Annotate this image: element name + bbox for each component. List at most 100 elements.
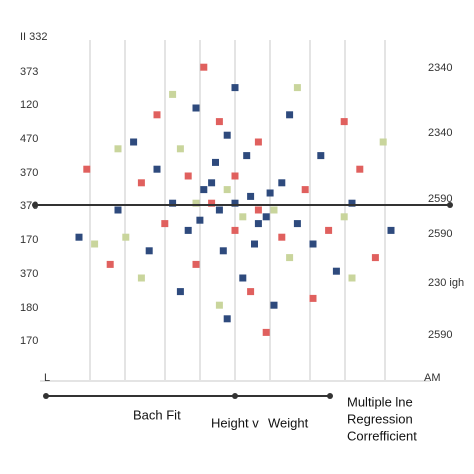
point — [348, 199, 356, 207]
point — [340, 118, 348, 126]
point — [215, 301, 223, 309]
side-note: Multiple lne — [347, 394, 413, 409]
side-note: Regression — [347, 411, 413, 426]
point — [176, 288, 184, 296]
bottom-right-label: AM — [424, 372, 441, 384]
point — [317, 152, 325, 160]
line-dot — [232, 393, 238, 399]
right-label: 2340 — [428, 62, 452, 74]
point — [356, 165, 364, 173]
point — [251, 240, 258, 248]
left-label: 120 — [20, 99, 38, 111]
point — [243, 152, 251, 160]
point — [219, 247, 227, 255]
right-label: 2590 — [428, 193, 452, 205]
point — [130, 138, 138, 146]
point — [208, 179, 216, 187]
point — [293, 220, 301, 228]
point — [309, 240, 317, 248]
point — [192, 104, 200, 112]
side-note: Correfficient — [347, 428, 417, 443]
point — [247, 192, 255, 200]
point — [262, 328, 270, 336]
point — [254, 220, 262, 228]
right-label: 230 igh — [428, 277, 464, 289]
bottom-left-label: L — [44, 372, 50, 384]
point — [114, 145, 122, 153]
point — [200, 63, 208, 71]
point — [231, 84, 239, 92]
point — [262, 213, 270, 221]
point — [254, 206, 262, 214]
right-label: 2590 — [428, 329, 452, 341]
point — [169, 199, 177, 207]
point — [387, 226, 395, 234]
point — [192, 260, 200, 268]
left-label: 370 — [20, 200, 38, 212]
point — [184, 172, 192, 180]
annotation: Bach Fit — [133, 407, 181, 422]
point — [239, 274, 247, 282]
point — [161, 220, 169, 228]
left-label: 170 — [20, 335, 38, 347]
point — [278, 179, 286, 187]
point — [286, 111, 294, 119]
point — [293, 84, 301, 92]
point — [231, 199, 239, 207]
point — [309, 294, 317, 302]
point — [192, 199, 200, 207]
point — [223, 315, 231, 323]
point — [208, 199, 216, 207]
point — [184, 226, 192, 234]
line-end — [447, 202, 453, 208]
point — [75, 233, 83, 241]
point — [169, 90, 177, 98]
top-label: II 332 — [20, 31, 48, 43]
point — [340, 213, 348, 221]
point — [223, 186, 231, 194]
point — [91, 240, 99, 248]
point — [196, 216, 204, 224]
left-label: 370 — [20, 268, 38, 280]
point — [270, 206, 278, 214]
point — [83, 165, 91, 173]
point — [270, 301, 278, 309]
annotation: Weight — [268, 415, 309, 430]
point — [301, 186, 309, 194]
point — [114, 206, 122, 214]
left-label: 180 — [20, 302, 38, 314]
point — [254, 138, 262, 146]
point — [348, 274, 356, 282]
left-label: 370 — [20, 167, 38, 179]
point — [239, 213, 247, 221]
point — [215, 206, 223, 214]
points — [75, 63, 395, 336]
point — [212, 158, 219, 166]
point — [122, 233, 130, 241]
line-dot — [43, 393, 49, 399]
right-label: 2590 — [428, 228, 452, 240]
point — [223, 131, 231, 139]
point — [137, 274, 145, 282]
annotation: Height v — [211, 415, 259, 430]
left-label: 470 — [20, 133, 38, 145]
point — [176, 145, 184, 153]
point — [200, 186, 208, 194]
right-label: 2340 — [428, 127, 452, 139]
point — [145, 247, 153, 255]
left-label: 373 — [20, 66, 38, 78]
point — [332, 267, 340, 275]
point — [286, 254, 294, 262]
point — [266, 189, 274, 197]
point — [371, 254, 379, 262]
point — [231, 226, 239, 234]
point — [153, 111, 161, 119]
point — [278, 233, 286, 241]
point — [137, 179, 145, 187]
line-dot — [327, 393, 333, 399]
grid — [40, 40, 430, 382]
line-end — [32, 202, 38, 208]
left-label: 170 — [20, 234, 38, 246]
